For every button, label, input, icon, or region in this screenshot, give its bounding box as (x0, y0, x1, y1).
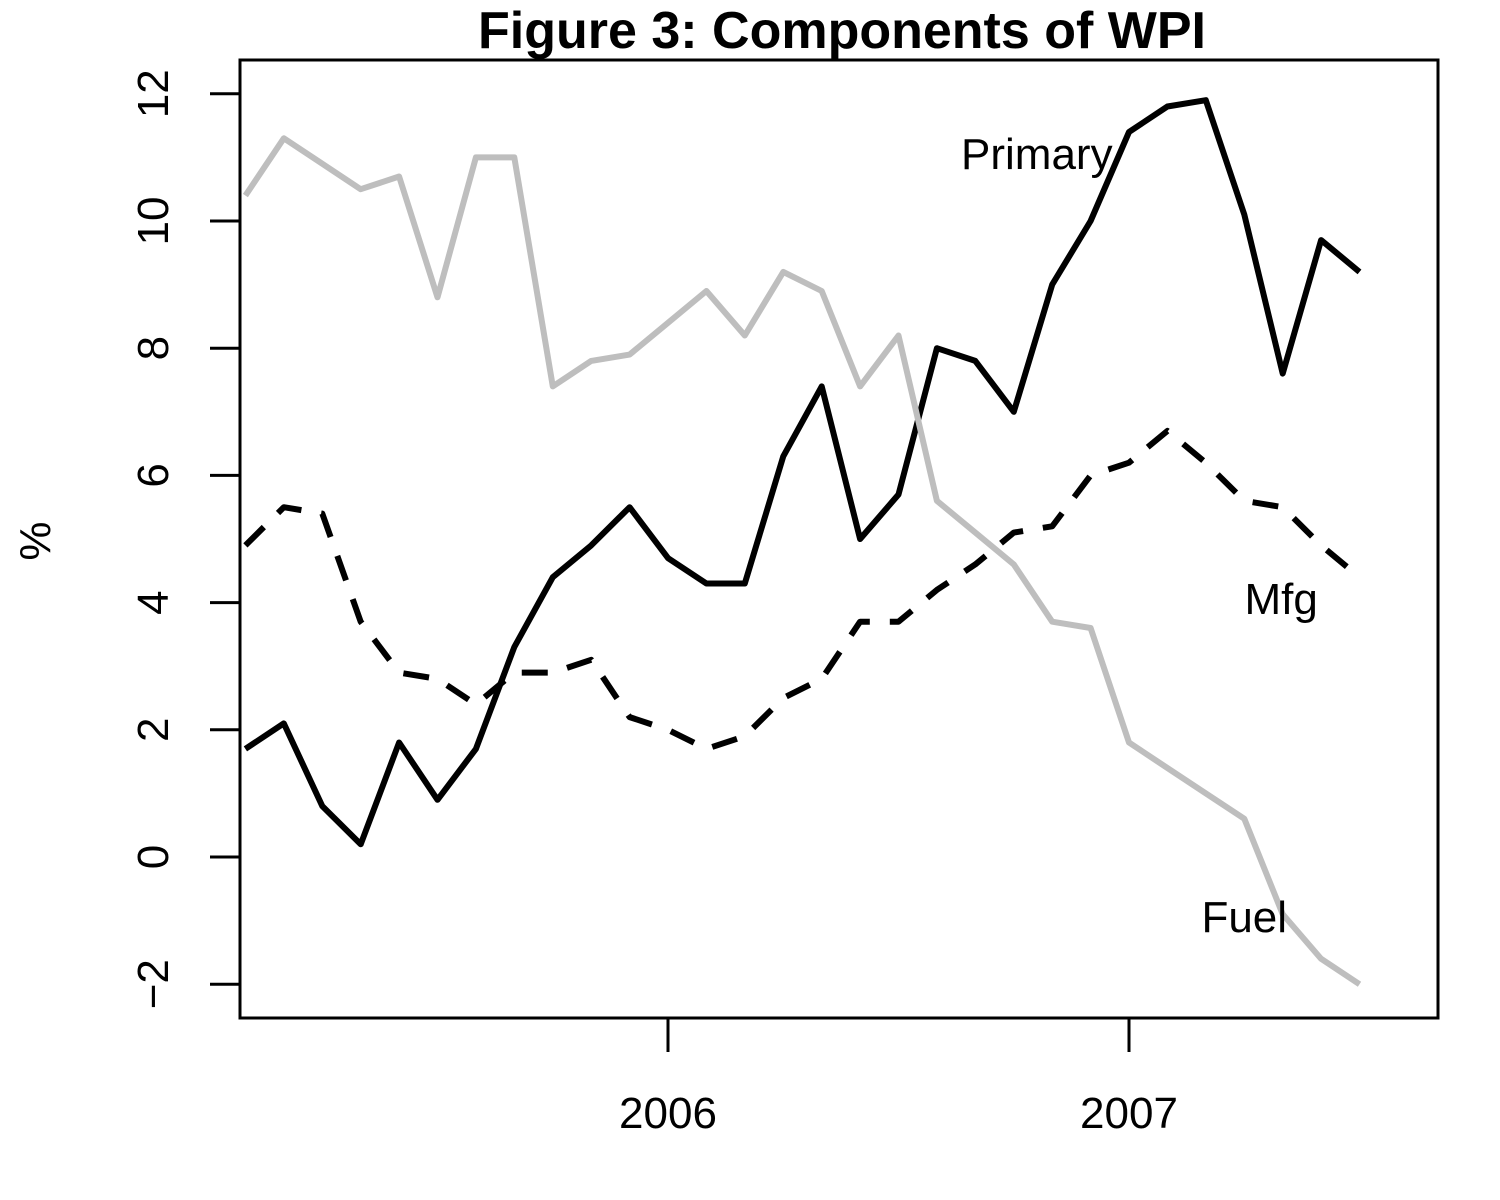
series-line-mfg (243, 427, 1362, 752)
series-annotation-fuel: Fuel (1201, 893, 1287, 942)
y-tick-label: 0 (129, 845, 178, 869)
y-tick-label: −2 (129, 959, 178, 1009)
series-annotation-primary: Primary (961, 130, 1113, 179)
chart-title: Figure 3: Components of WPI (478, 2, 1206, 60)
y-axis-label: % (11, 521, 60, 560)
series-line-fuel (242, 135, 1362, 987)
y-tick-label: 8 (129, 336, 178, 360)
x-axis: 2006 2007 (619, 1016, 1178, 1138)
y-axis: −2 0 2 4 6 8 10 12 (129, 69, 242, 1009)
x-tick-label: 2007 (1080, 1089, 1178, 1138)
y-tick-label: 6 (129, 463, 178, 487)
y-tick-label: 2 (129, 718, 178, 742)
series-lines (242, 97, 1362, 987)
series-annotation-mfg: Mfg (1244, 575, 1317, 624)
plot-frame (238, 58, 1440, 1020)
y-tick-label: 12 (129, 69, 178, 118)
series-line-primary (243, 97, 1362, 848)
x-tick-label: 2006 (619, 1089, 717, 1138)
y-tick-label: 10 (129, 197, 178, 246)
y-tick-label: 4 (129, 590, 178, 614)
series-labels: Primary Mfg Fuel (961, 130, 1318, 942)
